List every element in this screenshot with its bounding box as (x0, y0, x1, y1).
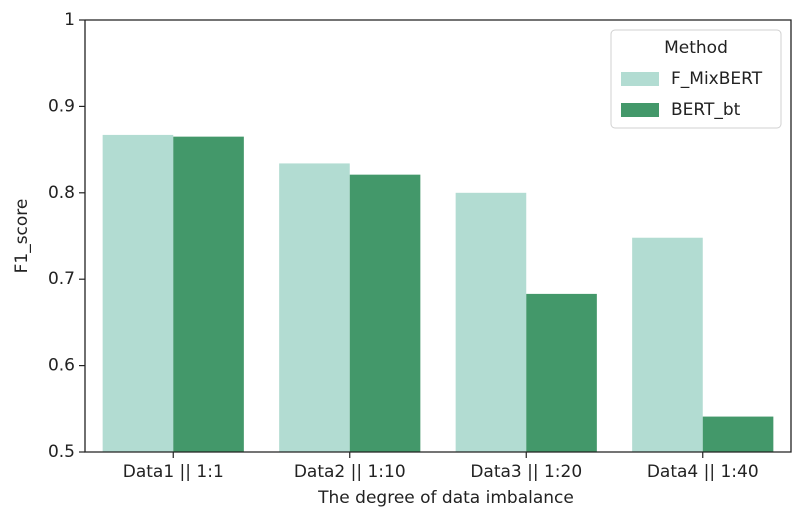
y-tick-label: 0.6 (48, 356, 75, 376)
bar (173, 136, 244, 452)
x-axis-label: The degree of data imbalance (317, 488, 574, 508)
bar (702, 416, 774, 452)
legend-swatch (621, 103, 659, 117)
bar (632, 237, 703, 452)
bar (526, 293, 597, 452)
legend-label: F_MixBERT (671, 69, 763, 89)
axis-spine (84, 19, 792, 453)
y-tick-label: 0.7 (48, 269, 75, 289)
y-tick-label: 0.5 (48, 442, 75, 462)
x-tick-label: Data3 || 1:20 (470, 462, 582, 482)
y-tick-label: 0.9 (48, 96, 75, 116)
x-tick-label: Data4 || 1:40 (647, 462, 759, 482)
legend-swatch (621, 72, 659, 86)
bar (349, 174, 421, 452)
bar (279, 163, 350, 452)
x-tick-label: Data2 || 1:10 (294, 462, 406, 482)
bar (455, 192, 527, 453)
y-tick-label: 0.8 (48, 183, 75, 203)
y-axis-label: F1_score (12, 199, 32, 274)
bar (102, 134, 174, 453)
legend-title: Method (664, 38, 728, 58)
y-tick-label: 1 (64, 10, 75, 30)
legend-label: BERT_bt (671, 100, 741, 120)
x-tick-label: Data1 || 1:1 (123, 462, 224, 482)
